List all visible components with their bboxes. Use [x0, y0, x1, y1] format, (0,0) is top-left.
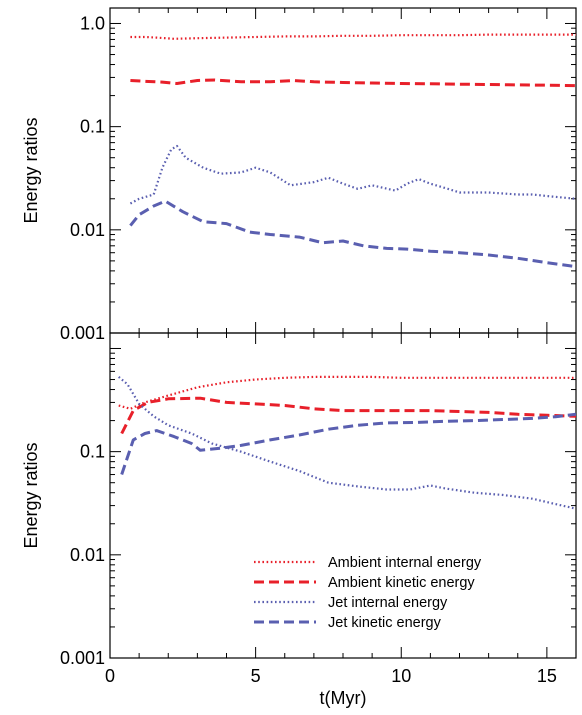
legend: Ambient internal energy Ambient kinetic e…	[254, 555, 482, 631]
y-tick-label: 0.001	[60, 323, 105, 343]
legend-label: Ambient internal energy	[328, 555, 482, 571]
x-axis-title: t(Myr)	[320, 688, 367, 708]
x-tick-label: 5	[251, 666, 261, 686]
y-tick-label: 1.0	[80, 13, 105, 33]
top-panel: 0.001 0.01 0.1 1.0 Energy ratios	[21, 7, 577, 343]
legend-label: Ambient kinetic energy	[328, 575, 475, 591]
y-tick-label: 0.01	[70, 220, 105, 240]
series-line-jet-internal-energy	[129, 144, 576, 205]
series-line-jet-kinetic-energy	[120, 412, 576, 475]
x-tick-label: 0	[105, 666, 115, 686]
series-line-ambient-internal-energy	[118, 375, 576, 410]
legend-label: Jet internal energy	[328, 595, 448, 611]
series-line-jet-kinetic-energy	[129, 199, 576, 269]
y-tick-label: 0.1	[80, 117, 105, 137]
y-tick-label: 0.1	[80, 442, 105, 462]
y-axis-title: Energy ratios	[21, 442, 41, 548]
legend-label: Jet kinetic energy	[328, 615, 442, 631]
y-axis-title: Energy ratios	[21, 117, 41, 223]
x-tick-label: 10	[391, 666, 411, 686]
x-tick-label: 15	[537, 666, 557, 686]
series-line-ambient-kinetic-energy	[130, 78, 576, 88]
y-tick-label: 0.001	[60, 648, 105, 668]
bottom-panel: 0.001 0.01 0.1 0 5 10 15 Energy ratios t(Myr)	[21, 332, 577, 708]
plot-frame	[109, 7, 577, 334]
series-line-jet-internal-energy	[117, 376, 576, 510]
series-line-ambient-internal-energy	[130, 33, 576, 40]
series-line-ambient-kinetic-energy	[120, 396, 576, 435]
y-tick-label: 0.01	[70, 545, 105, 565]
